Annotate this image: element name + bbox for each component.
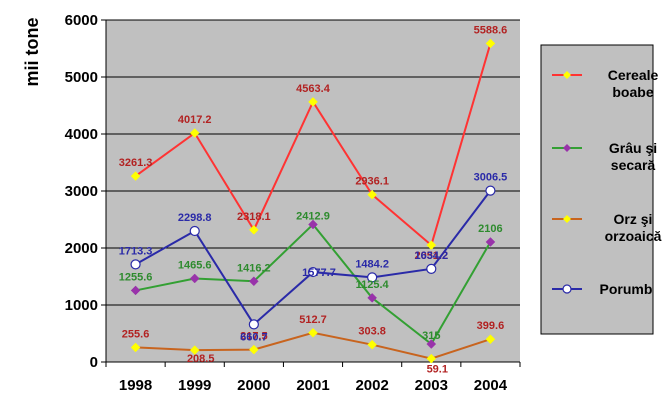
- legend-marker: [563, 71, 571, 79]
- data-point: [249, 225, 259, 235]
- axes: [101, 19, 521, 367]
- series-2: [130, 219, 496, 349]
- data-label: 2936.1: [355, 176, 389, 188]
- data-label: 315: [422, 330, 440, 342]
- data-labels: 3261.3 4017.2 2318.1 4563.4 2936.1 2051.2 5588…: [119, 24, 508, 375]
- data-label: 1125.4: [356, 279, 390, 291]
- x-tick-label: 2001: [296, 377, 329, 394]
- data-label: 5588.6: [474, 24, 508, 36]
- data-label: 255.6: [122, 328, 150, 340]
- data-label: 4017.2: [178, 114, 212, 126]
- legend-marker: [562, 284, 572, 294]
- y-tick-label: 6000: [65, 12, 98, 29]
- legend-label: Cereale: [608, 67, 659, 83]
- data-label: 2318.1: [237, 211, 271, 223]
- y-tick-label: 1000: [65, 297, 98, 314]
- legend-entry-4: Porumb: [552, 281, 652, 297]
- x-tick-label: 1999: [178, 377, 211, 394]
- legend-label: boabe: [612, 84, 653, 100]
- data-point: [189, 128, 200, 138]
- data-point: [426, 339, 437, 349]
- legend-box: [540, 44, 654, 335]
- data-point: [249, 276, 259, 287]
- data-point: [130, 259, 141, 270]
- data-point: [249, 344, 259, 355]
- data-point: [308, 219, 318, 230]
- y-tick-label: 2000: [65, 240, 98, 257]
- data-label: 399.6: [477, 320, 505, 332]
- data-label: 1634.2: [414, 250, 448, 262]
- series-4: [130, 185, 496, 330]
- series-1: [130, 38, 496, 250]
- series-3: [130, 327, 496, 364]
- y-tick-label: 4000: [65, 126, 98, 143]
- data-point: [189, 345, 200, 355]
- data-point: [308, 97, 318, 107]
- legend-marker: [563, 215, 571, 223]
- data-label: 1577.7: [302, 267, 336, 279]
- data-label: 2298.8: [178, 212, 212, 224]
- data-label: 512.7: [299, 314, 327, 326]
- data-point: [485, 237, 496, 247]
- data-point: [485, 334, 496, 345]
- data-label: 217.5: [240, 331, 268, 343]
- y-axis-title: mii tone: [22, 17, 42, 86]
- data-label: 3006.5: [474, 172, 508, 184]
- legend-label: Grâu şi: [609, 140, 657, 156]
- legend-label: Orz şi: [614, 211, 653, 227]
- legend-label: Porumb: [600, 281, 653, 297]
- data-point: [189, 273, 200, 284]
- data-point: [367, 339, 377, 350]
- data-point: [248, 319, 259, 330]
- data-label: 2412.9: [296, 210, 330, 222]
- data-label: 59.1: [427, 364, 448, 376]
- data-label: 303.8: [358, 326, 386, 338]
- y-tick-label: 3000: [65, 183, 98, 200]
- data-point: [130, 342, 141, 353]
- data-label: 208.5: [187, 353, 215, 365]
- legend-marker: [563, 144, 571, 152]
- data-point: [307, 266, 319, 278]
- data-point: [426, 263, 437, 274]
- data-label: 2051.2: [414, 250, 448, 262]
- data-point: [308, 327, 318, 338]
- legend-label: orzoaică: [605, 228, 662, 244]
- x-tick-label: 2002: [355, 377, 388, 394]
- series-group: [130, 38, 496, 364]
- data-label: 4563.4: [296, 83, 331, 95]
- data-label: 1465.6: [178, 259, 212, 271]
- x-tick-label: 2004: [474, 377, 508, 394]
- y-tick-label: 0: [90, 354, 98, 371]
- data-label: 3261.3: [119, 157, 153, 169]
- data-label: 660.7: [240, 331, 268, 343]
- x-tick-label: 1998: [119, 377, 152, 394]
- legend-label: secară: [611, 157, 656, 173]
- data-point: [189, 225, 200, 237]
- data-point: [485, 185, 496, 196]
- data-label: 1484.2: [355, 258, 389, 270]
- data-point: [367, 189, 377, 200]
- x-tick-label: 2003: [415, 377, 448, 394]
- x-tick-labels: 1998 1999 2000 2001 2002 2003 2004: [119, 377, 508, 394]
- data-point: [426, 240, 437, 250]
- data-point: [367, 272, 378, 283]
- y-tick-labels: 0 1000 2000 3000 4000 5000 6000: [65, 12, 98, 371]
- data-point: [130, 285, 141, 296]
- data-label: 2106: [478, 223, 502, 235]
- data-label: 1713.3: [119, 245, 153, 257]
- x-tick-label: 2000: [237, 377, 270, 394]
- data-point: [367, 292, 377, 303]
- data-label: 1255.6: [119, 271, 153, 283]
- y-tick-label: 5000: [65, 69, 98, 86]
- data-label: 1416.2: [237, 262, 271, 274]
- data-point: [485, 38, 496, 49]
- data-point: [130, 171, 141, 181]
- gridlines: [106, 19, 520, 306]
- data-point: [426, 353, 437, 364]
